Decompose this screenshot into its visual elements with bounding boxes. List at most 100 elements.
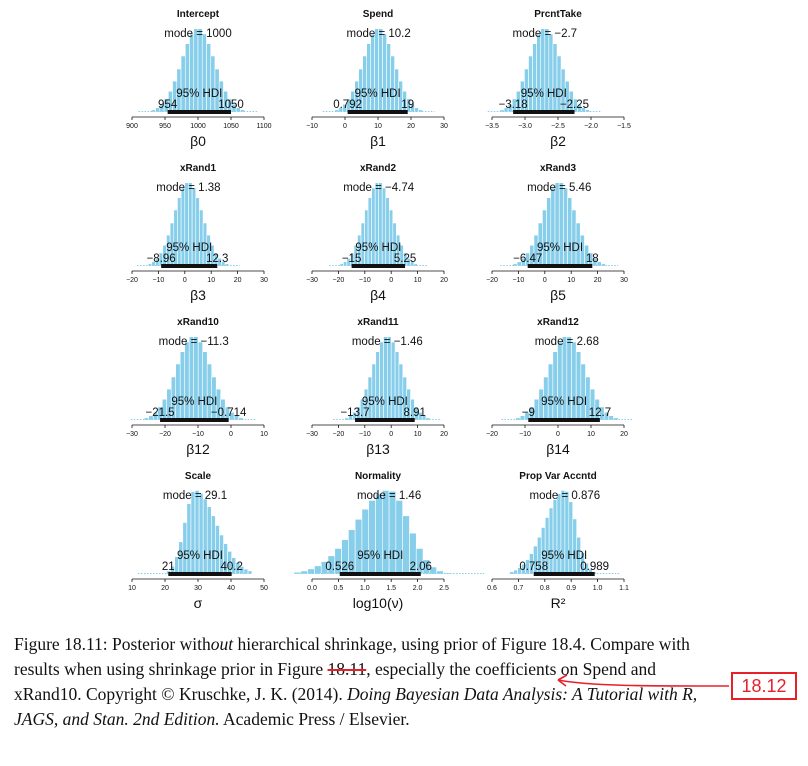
tick-label: 0 xyxy=(343,123,347,130)
tick-label: −10 xyxy=(359,277,371,284)
tick-label: 30 xyxy=(440,123,448,130)
tick-label: 20 xyxy=(161,585,169,592)
x-axis-label: R² xyxy=(551,595,566,611)
x-axis-label: β12 xyxy=(186,441,210,457)
panel-8: xRand11 mode = −1.46 95% HDI−13.7 8.91 −30 −2… xyxy=(306,317,448,457)
hdi-low-label: 21 xyxy=(162,561,175,573)
panel-title: xRand12 xyxy=(537,317,579,328)
tick-label: 0 xyxy=(556,431,560,438)
caption-emphasis-out: out xyxy=(210,634,234,654)
caption-book-title: Doing Bayesian Data Analysis: A Tutorial… xyxy=(14,684,698,729)
tick-label: 1050 xyxy=(223,123,239,130)
tick-label: −20 xyxy=(159,431,171,438)
hdi-low-label: −3.18 xyxy=(499,99,528,111)
hdi-low-label: −6.47 xyxy=(513,253,542,265)
hdi-low-label: −15 xyxy=(342,253,362,265)
mode-label: mode = 0.876 xyxy=(530,490,601,502)
tick-label: 1.0 xyxy=(593,585,603,592)
x-axis-label: β4 xyxy=(370,287,386,303)
tick-label: 20 xyxy=(440,277,448,284)
x-axis-label: β0 xyxy=(190,133,206,149)
panel-title: xRand11 xyxy=(357,317,399,328)
mode-label: mode = 29.1 xyxy=(163,490,227,502)
tick-label: 0 xyxy=(389,431,393,438)
tick-label: 1.5 xyxy=(386,585,396,592)
histogram-bar xyxy=(224,263,230,267)
panel-5: xRand2 mode = −4.74 95% HDI−15 5.25 −30 −20 −1… xyxy=(306,163,448,303)
tick-label: 20 xyxy=(594,277,602,284)
x-axis-label: β1 xyxy=(370,133,386,149)
hdi-label: 95% HDI xyxy=(541,550,587,562)
hdi-high-label: −0.714 xyxy=(211,407,247,419)
tick-label: 20 xyxy=(407,123,415,130)
tick-label: 10 xyxy=(374,123,382,130)
panel-title: Normality xyxy=(355,471,402,482)
caption-text-3: , especially the coefficients on Spend a… xyxy=(14,659,657,704)
tick-label: 40 xyxy=(227,585,235,592)
tick-label: −3.5 xyxy=(485,123,499,130)
panel-title: xRand2 xyxy=(360,163,397,174)
tick-label: 0 xyxy=(389,277,393,284)
tick-label: −10 xyxy=(306,123,318,130)
tick-label: 900 xyxy=(126,123,138,130)
caption-text-4: Academic Press / Elsevier. xyxy=(219,709,410,729)
tick-label: 1.0 xyxy=(360,585,370,592)
hdi-label: 95% HDI xyxy=(355,88,401,100)
histogram-bar xyxy=(240,109,245,113)
hdi-high-label: 1050 xyxy=(218,99,244,111)
hdi-label: 95% HDI xyxy=(166,242,212,254)
hdi-high-label: 8.91 xyxy=(404,407,426,419)
panel-title: Spend xyxy=(363,9,394,20)
x-axis-label: σ xyxy=(194,595,203,611)
panel-6: xRand3 mode = 5.46 95% HDI−6.47 18 −20 −10 0 10… xyxy=(486,163,628,303)
x-axis-label: β2 xyxy=(550,133,566,149)
panel-title: xRand10 xyxy=(177,317,219,328)
tick-label: −10 xyxy=(359,431,371,438)
figure-caption: Figure 18.11: Posterior without hierarch… xyxy=(14,632,714,732)
tick-label: −30 xyxy=(126,431,138,438)
hdi-high-label: 40.2 xyxy=(220,561,242,573)
mode-label: mode = 1.46 xyxy=(357,490,421,502)
hdi-low-label: −8.96 xyxy=(147,253,176,265)
x-axis-label: log10(ν) xyxy=(353,595,404,611)
tick-label: 50 xyxy=(260,585,268,592)
hdi-label: 95% HDI xyxy=(171,396,217,408)
tick-label: 950 xyxy=(159,123,171,130)
hdi-high-label: −2.25 xyxy=(560,99,589,111)
tick-label: −10 xyxy=(152,277,164,284)
tick-label: −2.0 xyxy=(584,123,598,130)
tick-label: 0.7 xyxy=(514,585,524,592)
histogram-bar xyxy=(238,417,244,421)
tick-label: 20 xyxy=(440,431,448,438)
hdi-low-label: −21.5 xyxy=(145,407,174,419)
tick-label: 0 xyxy=(543,277,547,284)
hdi-low-label: −13.7 xyxy=(340,407,369,419)
caption-text-2: hierarchical shrinkage, using prior of F… xyxy=(14,634,690,679)
hdi-label: 95% HDI xyxy=(362,396,408,408)
tick-label: −30 xyxy=(306,277,318,284)
tick-label: 0 xyxy=(183,277,187,284)
panel-7: xRand10 mode = −11.3 95% HDI−21.5 −0.714 −30… xyxy=(126,317,268,457)
tick-label: −10 xyxy=(519,431,531,438)
hdi-low-label: 0.526 xyxy=(325,561,354,573)
tick-label: −1.5 xyxy=(617,123,631,130)
panel-title: Scale xyxy=(185,471,212,482)
hdi-low-label: 0.792 xyxy=(333,99,362,111)
tick-label: 1100 xyxy=(256,123,271,130)
mode-label: mode = 1000 xyxy=(164,28,231,40)
tick-label: −20 xyxy=(486,277,498,284)
tick-label: 30 xyxy=(620,277,628,284)
hdi-label: 95% HDI xyxy=(541,396,587,408)
panel-title: Prop Var Accntd xyxy=(519,471,596,482)
tick-label: 0.5 xyxy=(334,585,344,592)
histogram-bar xyxy=(436,570,444,575)
tick-label: −20 xyxy=(332,277,344,284)
tick-label: 30 xyxy=(260,277,268,284)
panel-title: PrcntTake xyxy=(534,9,582,20)
hdi-low-label: 954 xyxy=(158,99,178,111)
panel-9: xRand12 mode = 2.68 95% HDI −9 12.7 −20 −10 0 10… xyxy=(486,317,633,457)
